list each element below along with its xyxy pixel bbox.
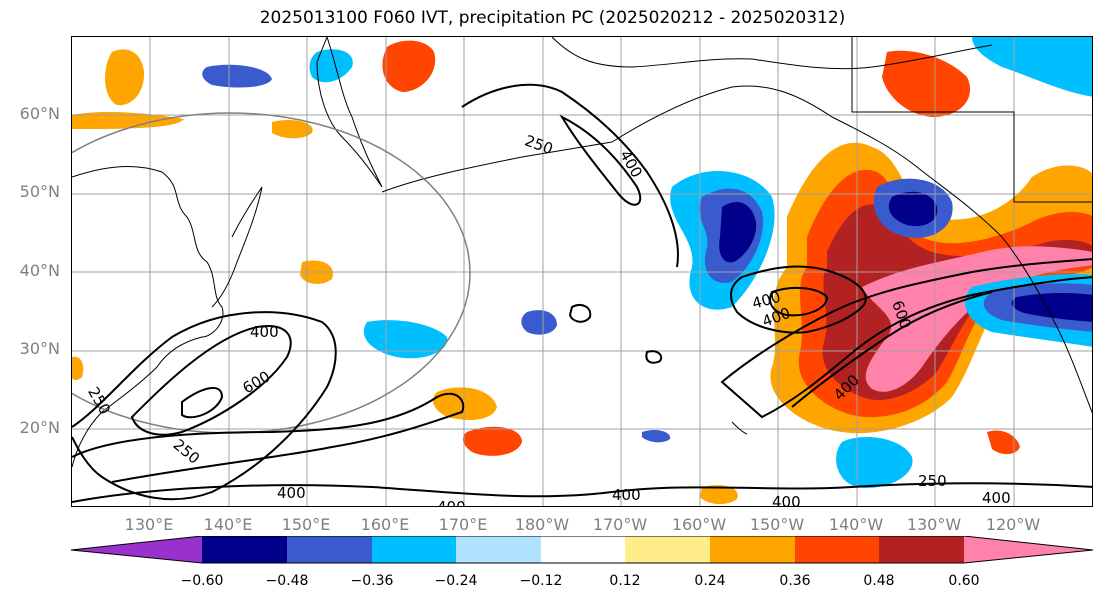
colorbar-bin (456, 536, 541, 563)
precip-negative-region (836, 437, 913, 488)
colorbar-tick-label: 0.48 (863, 573, 895, 589)
colorbar-right-extension (964, 536, 1093, 563)
precip-positive-region (433, 387, 497, 420)
colorbar-tick-label: −0.36 (350, 573, 394, 589)
colorbar-bin (202, 536, 287, 563)
lon-label-150e: 150°E (281, 515, 331, 534)
contour-line (181, 387, 224, 419)
colorbar-bin (287, 536, 372, 563)
colorbar-tick-label: 0.60 (948, 573, 980, 589)
precip-positive-region (105, 49, 145, 106)
colorbar-bin (795, 536, 879, 563)
contour-line (720, 258, 1092, 419)
colorbar-left-extension (71, 536, 202, 563)
precip-positive-region (382, 40, 436, 92)
coastlines (72, 37, 1092, 468)
lat-label-40n: 40°N (19, 261, 60, 280)
canada-border (851, 37, 1092, 203)
lon-label-170w: 170°W (592, 515, 648, 534)
precip-negative-region (972, 37, 1092, 97)
precip-negative-region (642, 429, 671, 443)
lat-label-60n: 60°N (19, 104, 60, 123)
contour-label: 400 (772, 493, 801, 507)
contour-label: 400 (982, 489, 1011, 507)
contour-line (559, 114, 642, 206)
asia-coast (72, 166, 224, 468)
precip-positive-region (72, 112, 184, 129)
precip-negative-region (719, 202, 757, 263)
contour-line (791, 291, 993, 408)
contour-line (645, 350, 663, 364)
contour-line (769, 286, 829, 317)
contour-line (730, 265, 867, 334)
precip-positive-region (700, 485, 738, 505)
precip-negative-region (202, 64, 272, 88)
alaska-coast (611, 85, 1092, 414)
colorbar-tick-label: −0.48 (265, 573, 309, 589)
contour-label: 250 (522, 131, 555, 158)
contour-label: 400 (612, 486, 641, 504)
precip-negative-region (309, 49, 353, 83)
map-title: 2025013100 F060 IVT, precipitation PC (2… (259, 8, 846, 28)
contour-line (72, 482, 1092, 503)
lon-label-180w: 180°W (514, 515, 570, 534)
lon-label-160e: 160°E (360, 515, 410, 534)
japan-coast (211, 186, 263, 308)
north-coast (551, 37, 993, 70)
precip-positive-region (882, 50, 971, 117)
range-circle (72, 112, 471, 434)
contour-line (72, 392, 465, 483)
map-panel: 250 400 400 600 250 400 250 400 600 400 … (71, 36, 1093, 507)
precip-negative-region (1011, 292, 1092, 322)
contour-line (130, 325, 292, 436)
lat-label-20n: 20°N (19, 418, 60, 437)
precip-negative-region (363, 320, 448, 359)
contour-label: 250 (918, 472, 947, 490)
colorbar-bin (541, 536, 625, 563)
contour-label: 250 (170, 435, 204, 467)
lon-label-130e: 130°E (124, 515, 174, 534)
precip-negative-region (888, 191, 938, 227)
contour-label: 600 (240, 367, 274, 397)
precip-positive-region (272, 120, 313, 139)
colorbar-tick-label: −0.60 (180, 573, 224, 589)
colorbar-bin (710, 536, 795, 563)
contour-line (461, 83, 679, 268)
precip-positive-region (987, 430, 1020, 455)
kamchatka-coast (316, 37, 383, 188)
contour-label: 400 (437, 498, 466, 507)
precip-positive-region (72, 356, 84, 380)
lon-label-140e: 140°E (203, 515, 253, 534)
lon-label-120w: 120°W (985, 515, 1041, 534)
precip-shading (72, 37, 1092, 505)
lon-label-150w: 150°W (749, 515, 805, 534)
aleutian-chain (381, 141, 613, 193)
precip-positive-region (462, 426, 522, 456)
lon-label-160w: 160°W (671, 515, 727, 534)
lon-label-170e: 170°E (438, 515, 488, 534)
colorbar-bin (372, 536, 456, 563)
colorbar-tick-label: 0.36 (779, 573, 811, 589)
colorbar-tick-label: 0.12 (609, 573, 641, 589)
contour-label: 400 (277, 484, 306, 502)
colorbar-bin (879, 536, 964, 563)
colorbar-outline (70, 536, 1094, 564)
colorbar-tick-label: −0.24 (434, 573, 478, 589)
lat-label-30n: 30°N (19, 339, 60, 358)
hawaii-islands (731, 421, 748, 435)
contour-line (72, 311, 337, 501)
colorbar (70, 536, 1094, 564)
lon-label-130w: 130°W (906, 515, 962, 534)
lon-label-140w: 140°W (828, 515, 884, 534)
colorbar-tick-label: 0.24 (694, 573, 726, 589)
map-canvas: 250 400 400 600 250 400 250 400 600 400 … (72, 37, 1092, 507)
contour-line (568, 304, 592, 323)
colorbar-bin (625, 536, 710, 563)
contour-label: 400 (250, 323, 279, 341)
precip-negative-region (521, 310, 557, 335)
ivt-contours (72, 83, 1092, 503)
lat-label-50n: 50°N (19, 182, 60, 201)
colorbar-tick-label: −0.12 (519, 573, 563, 589)
graticule (72, 37, 1092, 506)
